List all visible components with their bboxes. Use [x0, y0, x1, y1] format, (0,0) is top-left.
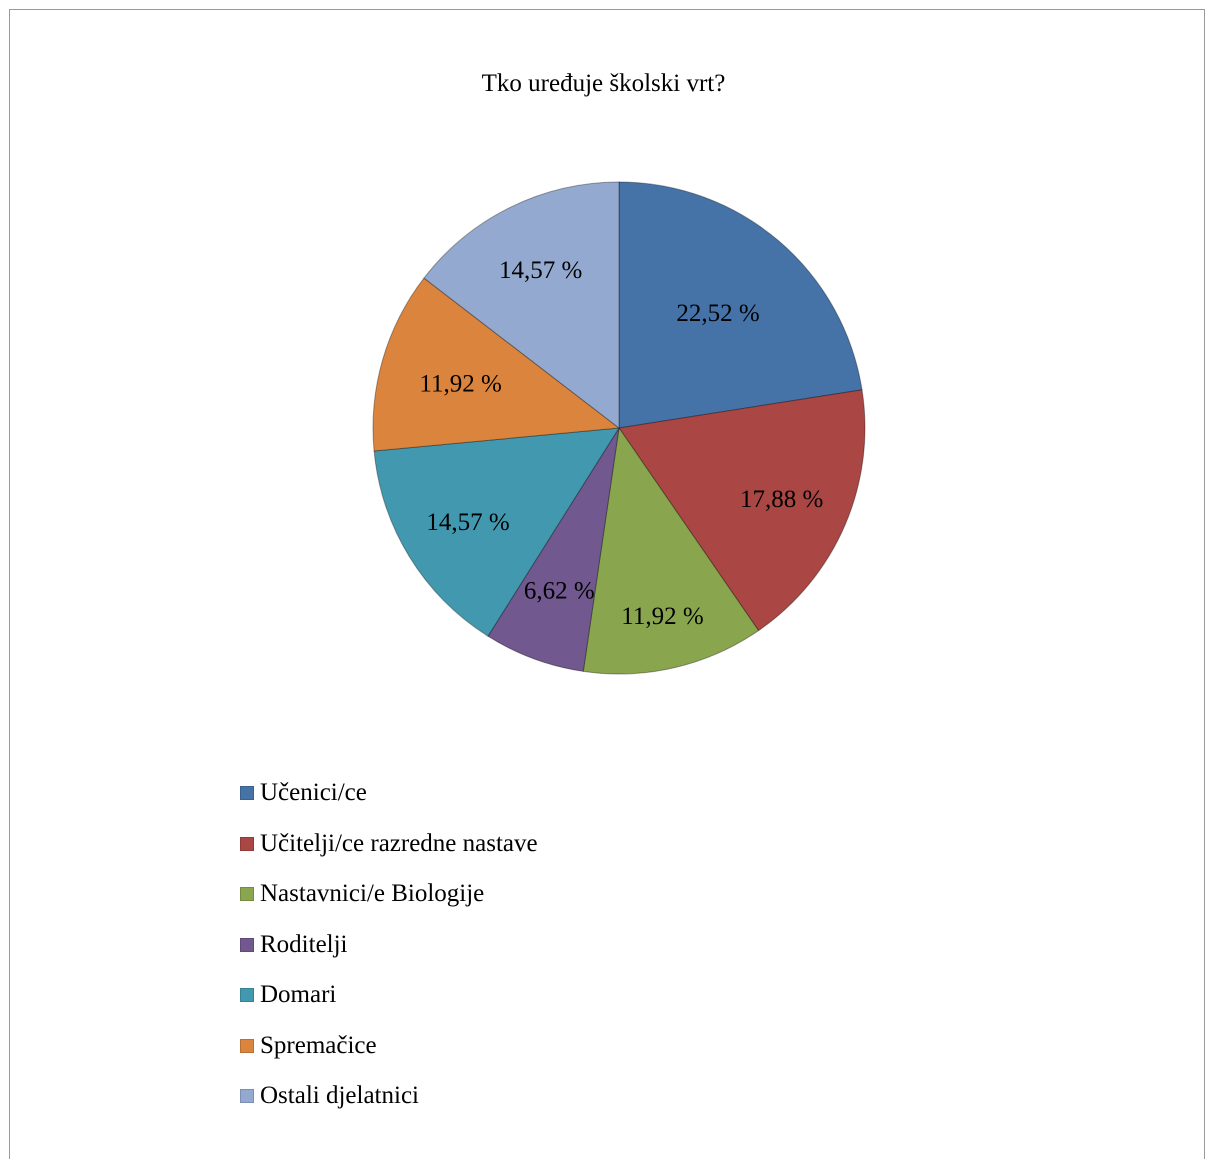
- pie-data-labels: 22,52 % 17,88 % 11,92 % 6,62 % 14,57 % 11,92 …: [419, 257, 823, 630]
- pie-slice: [373, 427, 620, 637]
- legend-item: Roditelji: [240, 920, 538, 971]
- chart-frame: [9, 9, 1205, 1159]
- legend-item: Spremačice: [240, 1021, 538, 1072]
- pie-slice: [582, 426, 760, 675]
- legend-swatch: [240, 836, 254, 851]
- chart-legend: Učenici/ce Učitelji/ce razredne nastave Na…: [240, 768, 538, 1122]
- legend-label: Roditelji: [260, 930, 348, 958]
- pie-slice: [423, 181, 620, 430]
- legend-item: Učenici/ce: [240, 768, 538, 819]
- legend-swatch: [240, 937, 254, 952]
- data-label: 14,57 %: [426, 509, 509, 536]
- legend-item: Nastavnici/e Biologije: [240, 869, 538, 920]
- legend-swatch: [240, 887, 254, 902]
- legend-swatch: [240, 786, 254, 801]
- pie-slice: [618, 181, 863, 429]
- pie-slice: [618, 389, 866, 632]
- chart-title: Tko uređuje školski vrt?: [481, 70, 726, 97]
- legend-label: Domari: [260, 981, 337, 1009]
- data-label: 6,62 %: [524, 578, 595, 605]
- legend-label: Nastavnici/e Biologije: [260, 880, 485, 908]
- legend-label: Spremačice: [260, 1031, 377, 1059]
- legend-item: Ostali djelatnici: [240, 1071, 538, 1122]
- legend-swatch: [240, 988, 254, 1003]
- legend-label: Učenici/ce: [260, 779, 367, 807]
- legend-swatch: [240, 1038, 254, 1053]
- data-label: 11,92 %: [621, 603, 703, 630]
- pie-slice: [487, 427, 620, 672]
- data-label: 11,92 %: [419, 370, 501, 397]
- legend-item: Učitelji/ce razredne nastave: [240, 819, 538, 870]
- data-label: 14,57 %: [499, 257, 582, 284]
- legend-label: Ostali djelatnici: [260, 1082, 419, 1110]
- pie-slices: [372, 181, 866, 675]
- data-label: 17,88 %: [740, 486, 823, 513]
- data-label: 22,52 %: [676, 300, 759, 327]
- legend-swatch: [240, 1089, 254, 1104]
- legend-label: Učitelji/ce razredne nastave: [260, 829, 538, 857]
- pie-slice: [372, 277, 621, 452]
- legend-item: Domari: [240, 970, 538, 1021]
